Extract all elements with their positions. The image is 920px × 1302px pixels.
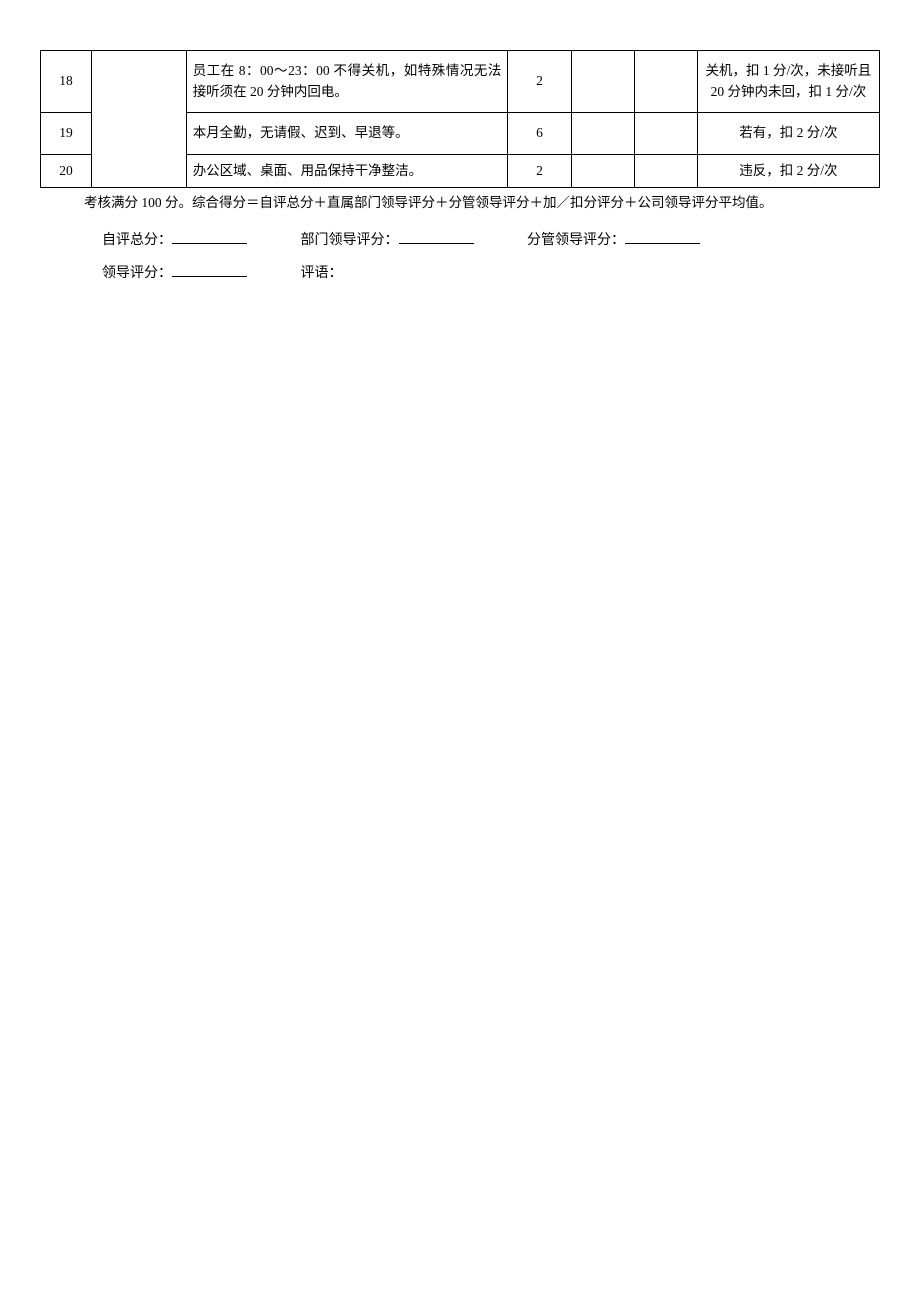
self-score-underline [172, 226, 247, 244]
blank-cell [571, 113, 634, 155]
dept-score-item: 部门领导评分： [301, 226, 474, 253]
score-line-1: 自评总分： 部门领导评分： 分管领导评分： [102, 226, 880, 253]
row-number: 20 [41, 155, 92, 188]
division-score-label: 分管领导评分： [527, 233, 625, 248]
row-number: 19 [41, 113, 92, 155]
note-text: 考核满分 100 分。综合得分＝自评总分＋直属部门领导评分＋分管领导评分＋加／扣… [84, 192, 880, 214]
blank-cell [571, 51, 634, 113]
comment-label: 评语： [301, 266, 343, 281]
self-score-item: 自评总分： [102, 226, 247, 253]
score-cell: 2 [508, 155, 571, 188]
dept-score-label: 部门领导评分： [301, 233, 399, 248]
self-score-label: 自评总分： [102, 233, 172, 248]
table-row: 18 员工在 8：00～23：00 不得关机，如特殊情况无法接听须在 20 分钟… [41, 51, 880, 113]
division-score-underline [625, 226, 700, 244]
remark-cell: 若有，扣 2 分/次 [697, 113, 879, 155]
blank-cell [634, 51, 697, 113]
score-cell: 6 [508, 113, 571, 155]
remark-cell: 关机，扣 1 分/次，未接听且 20 分钟内未回，扣 1 分/次 [697, 51, 879, 113]
dept-score-underline [399, 226, 474, 244]
leader-score-item: 领导评分： [102, 259, 247, 282]
score-line-2: 领导评分： 评语： [102, 259, 880, 282]
category-cell [91, 51, 186, 188]
description-cell: 员工在 8：00～23：00 不得关机，如特殊情况无法接听须在 20 分钟内回电… [186, 51, 508, 113]
leader-score-underline [172, 259, 247, 277]
comment-item: 评语： [301, 262, 343, 282]
row-number: 18 [41, 51, 92, 113]
division-score-item: 分管领导评分： [527, 226, 700, 253]
score-cell: 2 [508, 51, 571, 113]
evaluation-table: 18 员工在 8：00～23：00 不得关机，如特殊情况无法接听须在 20 分钟… [40, 50, 880, 188]
remark-cell: 违反，扣 2 分/次 [697, 155, 879, 188]
blank-cell [571, 155, 634, 188]
leader-score-label: 领导评分： [102, 266, 172, 281]
blank-cell [634, 113, 697, 155]
description-cell: 办公区域、桌面、用品保持干净整洁。 [186, 155, 508, 188]
description-cell: 本月全勤，无请假、迟到、早退等。 [186, 113, 508, 155]
blank-cell [634, 155, 697, 188]
